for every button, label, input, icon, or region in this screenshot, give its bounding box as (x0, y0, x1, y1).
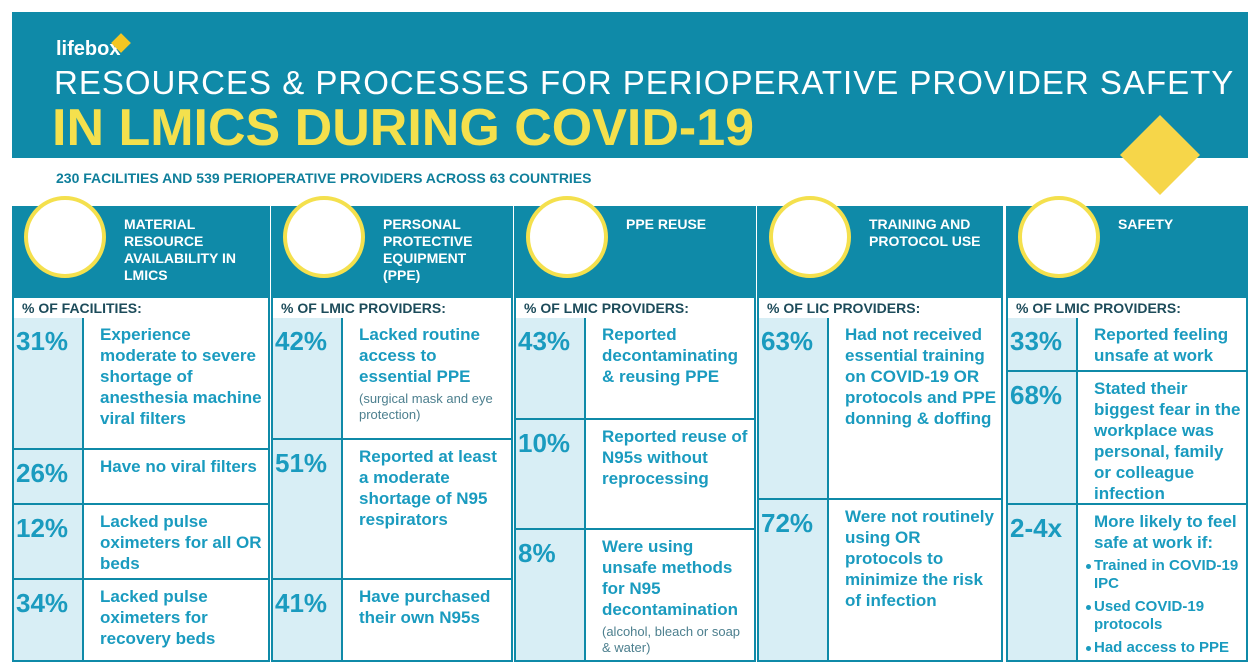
bullet: Used COVID-19 protocols (1094, 598, 1244, 634)
column-title: TRAINING AND PROTOCOL USE (869, 216, 997, 250)
icon (1018, 196, 1100, 278)
column-title: SAFETY (1118, 216, 1242, 233)
stat-description: Reported reuse of N95s without reprocess… (602, 426, 752, 489)
icon (526, 196, 608, 278)
stat-value: 34% (16, 588, 100, 619)
stat-description: Stated their biggest fear in the workpla… (1094, 378, 1244, 504)
stat-value: 26% (16, 458, 100, 489)
infographic: lifebox RESOURCES & PROCESSES FOR PERIOP… (0, 0, 1248, 662)
stat-value: 31% (16, 326, 100, 357)
bullet-dot (1086, 564, 1091, 569)
bullet-dot (1086, 646, 1091, 651)
stat-value: 68% (1010, 380, 1094, 411)
stat-value: 43% (518, 326, 602, 357)
title-line-1: RESOURCES & PROCESSES FOR PERIOPERATIVE … (54, 64, 1234, 102)
stat-value: 72% (761, 508, 845, 539)
stat-value: 63% (761, 326, 845, 357)
stat-value: 41% (275, 588, 359, 619)
stat-description: Reported decontaminating & reusing PPE (602, 324, 752, 387)
subtitle: 230 FACILITIES AND 539 PERIOPERATIVE PRO… (56, 170, 592, 186)
column-label: % OF LIC PROVIDERS: (759, 298, 1001, 318)
bullet: Had access to PPE (1094, 639, 1244, 657)
column-title: MATERIAL RESOURCE AVAILABILITY IN LMICS (124, 216, 264, 284)
stat-description: Lacked pulse oximeters for all OR beds (100, 511, 266, 574)
stat-note: (alcohol, bleach or soap & water) (602, 624, 752, 656)
icon (769, 196, 851, 278)
stat-description: Were using unsafe methods for N95 decont… (602, 536, 752, 620)
stat-note: (surgical mask and eye protection) (359, 391, 509, 423)
column-label: % OF LMIC PROVIDERS: (273, 298, 511, 318)
stat-description: Have purchased their own N95s (359, 586, 509, 628)
icon (283, 196, 365, 278)
stat-description: Reported feeling unsafe at work (1094, 324, 1244, 366)
stat-description: Lacked pulse oximeters for recovery beds (100, 586, 266, 649)
corner-diamond (1110, 115, 1210, 200)
icon (24, 196, 106, 278)
stat-description: Had not received essential training on C… (845, 324, 999, 429)
title-line-2: IN LMICS DURING COVID-19 (52, 98, 754, 158)
stat-value: 2-4x (1010, 513, 1094, 544)
stat-value: 10% (518, 428, 602, 459)
stat-value: 42% (275, 326, 359, 357)
bullet-dot (1086, 605, 1091, 610)
column-label: % OF LMIC PROVIDERS: (1008, 298, 1246, 318)
stat-description: Were not routinely using OR protocols to… (845, 506, 999, 611)
stat-description: Have no viral filters (100, 456, 266, 477)
stat-description: Lacked routine access to essential PPE (359, 324, 509, 387)
stat-value: 51% (275, 448, 359, 479)
stat-value: 8% (518, 538, 602, 569)
stat-description: More likely to feel safe at work if: (1094, 511, 1244, 553)
stat-value: 33% (1010, 326, 1094, 357)
bullet: Trained in COVID-19 IPC (1094, 557, 1244, 593)
stat-description: Experience moderate to severe shortage o… (100, 324, 266, 429)
stat-value: 12% (16, 513, 100, 544)
column-title: PERSONAL PROTECTIVE EQUIPMENT (PPE) (383, 216, 507, 284)
stat-description: Reported at least a moderate shortage of… (359, 446, 509, 530)
column-label: % OF LMIC PROVIDERS: (516, 298, 754, 318)
page: lifebox RESOURCES & PROCESSES FOR PERIOP… (0, 0, 1248, 662)
column-label: % OF FACILITIES: (14, 298, 268, 318)
column-title: PPE REUSE (626, 216, 750, 233)
